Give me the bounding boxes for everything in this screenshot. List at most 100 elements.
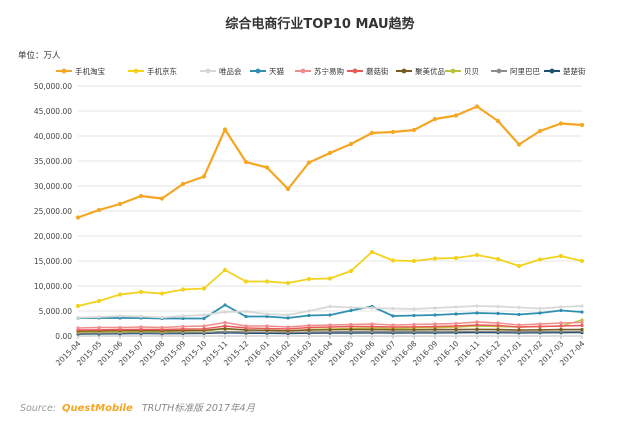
- data-point: [327, 276, 333, 281]
- data-point: [180, 181, 186, 187]
- data-point: [433, 327, 437, 332]
- data-point: [348, 141, 354, 147]
- series-5: [76, 320, 584, 330]
- legend-marker: [401, 68, 407, 74]
- data-point: [286, 313, 290, 317]
- data-point: [537, 257, 543, 262]
- y-tick-label: 10,000.00: [34, 282, 72, 291]
- data-point: [328, 313, 332, 317]
- data-point: [307, 323, 311, 328]
- data-point: [369, 249, 375, 255]
- y-tick-label: 50,000.00: [34, 82, 72, 91]
- data-point: [118, 325, 122, 330]
- legend-marker: [300, 68, 306, 74]
- y-tick-label: 15,000.00: [34, 257, 72, 266]
- data-point: [75, 215, 81, 220]
- data-point: [391, 323, 395, 327]
- data-point: [538, 328, 542, 332]
- legend-item: 手机京东: [128, 66, 177, 76]
- data-point: [390, 258, 396, 263]
- y-tick-label: 20,000.00: [34, 232, 72, 241]
- data-point: [285, 280, 291, 286]
- data-point: [369, 130, 375, 136]
- data-point: [117, 201, 123, 207]
- data-point: [517, 312, 521, 317]
- data-point: [76, 315, 80, 320]
- data-point: [222, 267, 228, 273]
- data-point: [181, 314, 185, 318]
- legend-marker: [205, 68, 211, 74]
- data-point: [412, 313, 416, 318]
- data-point: [97, 315, 101, 319]
- data-point: [139, 314, 143, 319]
- grid: [78, 85, 582, 337]
- legend-label: 唯品会: [219, 66, 242, 76]
- data-point: [223, 329, 227, 334]
- legend-label: 苏宁易购: [314, 66, 344, 76]
- data-point: [370, 327, 374, 332]
- data-point: [517, 305, 521, 310]
- data-point: [306, 276, 312, 282]
- data-point: [517, 323, 521, 327]
- source-footer: Source: QuestMobile TRUTH标准版 2017年4月: [20, 402, 256, 414]
- y-tick-label: 30,000.00: [34, 182, 72, 191]
- data-point: [348, 268, 354, 274]
- series-line: [76, 105, 584, 219]
- data-point: [244, 324, 248, 328]
- data-point: [474, 252, 480, 258]
- data-point: [306, 160, 312, 165]
- data-point: [579, 122, 585, 128]
- data-point: [202, 313, 206, 317]
- legend-label: 贝贝: [464, 67, 479, 76]
- data-point: [202, 324, 206, 328]
- data-point: [286, 325, 290, 329]
- y-tick-label: 5,000.00: [39, 307, 73, 316]
- data-point: [223, 320, 227, 325]
- data-point: [265, 324, 269, 328]
- legend-label: 手机京东: [147, 66, 177, 76]
- data-point: [412, 325, 416, 329]
- data-point: [328, 304, 332, 309]
- data-point: [390, 129, 396, 135]
- data-point: [391, 306, 395, 311]
- series-3: [76, 304, 584, 320]
- data-point: [475, 327, 479, 331]
- legend-marker: [255, 68, 261, 74]
- data-point: [475, 323, 479, 327]
- data-point: [517, 328, 521, 332]
- data-point: [349, 308, 353, 313]
- data-point: [454, 327, 458, 332]
- y-tick-label: 45,000.00: [34, 107, 72, 116]
- data-point: [411, 258, 417, 264]
- data-point: [454, 305, 458, 309]
- data-point: [244, 314, 248, 319]
- data-point: [454, 312, 458, 316]
- legend-marker: [61, 68, 67, 74]
- legend-item: 手机淘宝: [56, 66, 105, 76]
- data-point: [76, 326, 80, 330]
- data-point: [285, 186, 291, 192]
- data-point: [433, 322, 437, 326]
- data-point: [495, 256, 501, 262]
- data-point: [433, 313, 437, 317]
- source-brand: QuestMobile: [62, 403, 133, 414]
- series-layer: [75, 104, 585, 336]
- data-point: [265, 312, 269, 316]
- legend-item: 苏宁易购: [295, 66, 344, 76]
- data-point: [475, 320, 479, 324]
- data-point: [349, 322, 353, 327]
- data-point: [117, 292, 123, 297]
- legend-label: 蘑菇街: [366, 66, 389, 76]
- data-point: [328, 323, 332, 327]
- data-point: [181, 327, 185, 331]
- data-point: [223, 303, 227, 307]
- data-point: [580, 327, 584, 332]
- chart-title: 综合电商行业TOP10 MAU趋势: [225, 16, 414, 32]
- data-point: [202, 327, 206, 331]
- data-point: [580, 310, 584, 314]
- data-point: [411, 127, 417, 133]
- legend-label: 聚美优品: [415, 66, 445, 76]
- legend-label: 阿里巴巴: [510, 67, 540, 76]
- legend-item: 唯品会: [200, 66, 242, 76]
